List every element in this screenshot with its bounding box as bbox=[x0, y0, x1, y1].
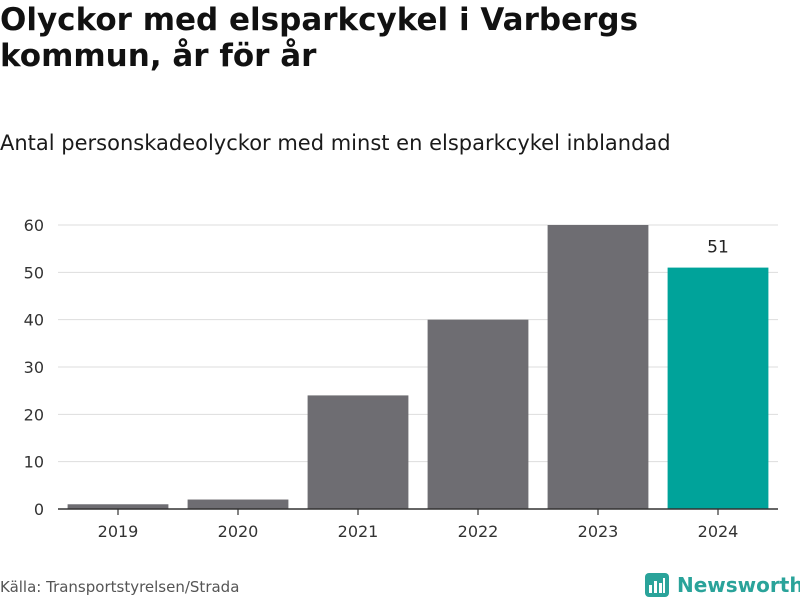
bar bbox=[187, 499, 289, 509]
bar bbox=[67, 504, 169, 509]
bar bbox=[427, 319, 529, 509]
y-tick-label: 10 bbox=[24, 453, 44, 472]
y-tick-label: 30 bbox=[24, 358, 44, 377]
brand-name: Newsworthy bbox=[677, 573, 800, 597]
bar bbox=[547, 225, 649, 509]
data-label: 51 bbox=[707, 238, 729, 258]
y-tick-label: 60 bbox=[24, 216, 44, 235]
bar bbox=[667, 267, 769, 509]
x-tick-label: 2019 bbox=[98, 522, 139, 541]
y-tick-label: 50 bbox=[24, 263, 44, 282]
x-tick-label: 2023 bbox=[578, 522, 619, 541]
bar-chart: 0 10 20 30 40 50 60 2019 2020 2021 2022 2023 2024 51 bbox=[24, 216, 778, 541]
x-tick-label: 2021 bbox=[338, 522, 379, 541]
chart-subtitle: Antal personskadeolyckor med minst en el… bbox=[0, 131, 671, 155]
y-tick-label: 40 bbox=[24, 311, 44, 330]
bar bbox=[307, 395, 409, 509]
x-tick-label: 2024 bbox=[698, 522, 739, 541]
x-tick-label: 2020 bbox=[218, 522, 259, 541]
newsworthy-logo-icon bbox=[645, 573, 669, 597]
x-tick-label: 2022 bbox=[458, 522, 499, 541]
source-note: Källa: Transportstyrelsen/Strada bbox=[0, 578, 240, 596]
chart-title: Olyckor med elsparkcykel i Varbergs komm… bbox=[0, 2, 639, 74]
y-tick-label: 0 bbox=[34, 500, 44, 519]
brand-logo: Newsworthy bbox=[644, 570, 800, 600]
y-tick-label: 20 bbox=[24, 405, 44, 424]
